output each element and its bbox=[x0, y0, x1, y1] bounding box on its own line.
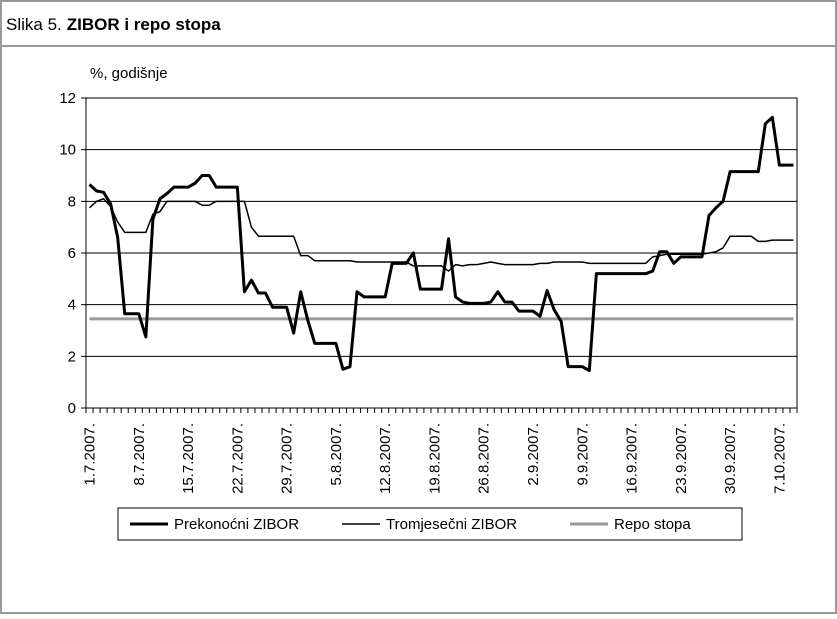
x-tick-label: 26.8.2007. bbox=[476, 423, 493, 494]
y-tick-label: 8 bbox=[68, 193, 76, 210]
y-tick-label: 2 bbox=[68, 348, 76, 365]
legend-box bbox=[117, 507, 743, 541]
x-tick-label: 9.9.2007. bbox=[574, 423, 591, 486]
legend-label: Prekonoćni ZIBOR bbox=[174, 516, 299, 533]
x-tick-label: 16.9.2007. bbox=[624, 423, 641, 494]
plot-border bbox=[85, 97, 798, 409]
y-tick-label: 12 bbox=[59, 90, 76, 107]
x-tick-label: 29.7.2007. bbox=[279, 423, 296, 494]
x-tick-label: 2.9.2007. bbox=[525, 423, 542, 486]
x-tick-label: 22.7.2007. bbox=[229, 423, 246, 494]
figure-label: Slika 5. bbox=[6, 15, 62, 34]
x-tick-label: 5.8.2007. bbox=[328, 423, 345, 486]
legend-label: Tromjesečni ZIBOR bbox=[386, 516, 517, 533]
y-tick-label: 6 bbox=[68, 245, 76, 262]
x-tick-label: 7.10.2007. bbox=[771, 423, 788, 494]
y-tick-label: 10 bbox=[59, 142, 76, 159]
x-tick-label: 15.7.2007. bbox=[180, 423, 197, 494]
y-axis-label: %, godišnje bbox=[90, 65, 168, 82]
x-tick-label: 30.9.2007. bbox=[722, 423, 739, 494]
legend-label: Repo stopa bbox=[614, 516, 691, 533]
y-tick-label: 0 bbox=[68, 400, 76, 417]
chart-title: Slika 5. ZIBOR i repo stopa bbox=[6, 15, 221, 34]
series-line bbox=[88, 115, 794, 373]
title: ZIBOR i repo stopa bbox=[67, 15, 222, 34]
x-tick-label: 8.7.2007. bbox=[131, 423, 148, 486]
x-tick-label: 23.9.2007. bbox=[673, 423, 690, 494]
series-line bbox=[89, 198, 794, 272]
x-tick-label: 12.8.2007. bbox=[377, 423, 394, 494]
x-tick-label: 1.7.2007. bbox=[82, 423, 99, 486]
y-tick-label: 4 bbox=[68, 297, 76, 314]
x-tick-label: 19.8.2007. bbox=[426, 423, 443, 494]
